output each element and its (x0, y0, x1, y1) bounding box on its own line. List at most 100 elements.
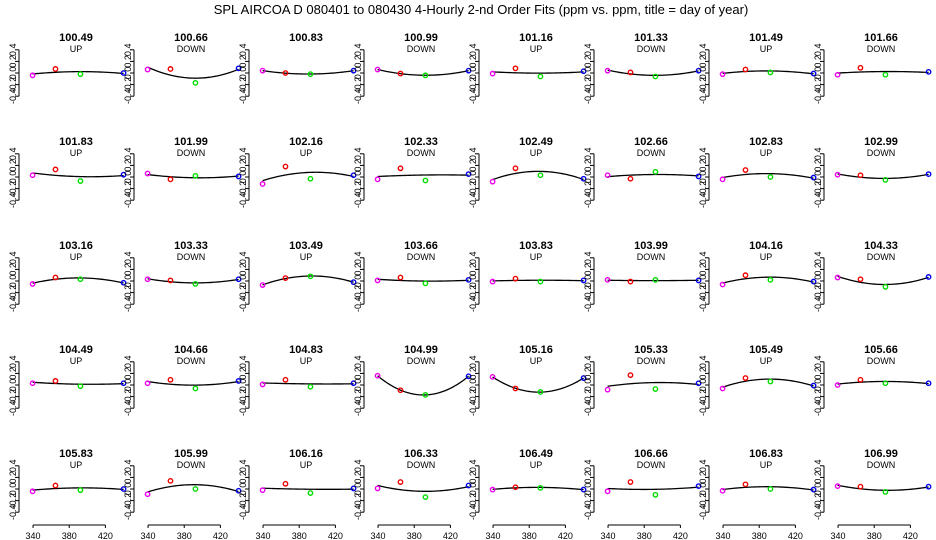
panel-direction-label: UP (760, 356, 773, 366)
y-tick-label: 0.2 (583, 159, 593, 172)
y-tick-label: 0.0 (698, 379, 708, 392)
panel-direction-label: DOWN (407, 44, 436, 54)
y-tick-label: -0.4 (583, 504, 593, 520)
y-tick-label: 0.4 (8, 356, 18, 369)
y-tick-label: -0.2 (698, 389, 708, 405)
panel-title: 103.16 (59, 240, 93, 252)
y-tick-label: 0.4 (8, 252, 18, 265)
panel-direction-label: UP (530, 460, 543, 470)
fit-curve (492, 376, 584, 393)
y-tick-label: 0.0 (8, 67, 18, 80)
y-tick-label: 0.2 (583, 263, 593, 276)
data-point (29, 488, 36, 495)
y-tick-label: 0.2 (238, 263, 248, 276)
fit-curve (377, 484, 469, 492)
y-tick-label: -0.4 (238, 400, 248, 416)
data-point (144, 66, 151, 73)
y-tick-label: 0.0 (238, 275, 248, 288)
y-tick-label: -0.4 (583, 296, 593, 312)
y-tick-label: 0.0 (353, 483, 363, 496)
y-tick-label: -0.2 (468, 389, 478, 405)
data-point (652, 73, 659, 80)
y-tick-label: 0.2 (813, 263, 823, 276)
data-point (192, 79, 199, 86)
y-tick-label: 0.4 (813, 252, 823, 265)
y-tick-label: 0.2 (353, 55, 363, 68)
x-tick-label: 340 (256, 531, 271, 540)
y-tick-label: -0.4 (238, 504, 248, 520)
x-tick-label: 420 (328, 531, 343, 540)
data-point (422, 391, 429, 398)
y-tick-label: 0.2 (238, 471, 248, 484)
data-point (77, 383, 84, 390)
y-tick-label: -0.4 (583, 192, 593, 208)
data-point (397, 165, 404, 172)
data-point (580, 375, 587, 381)
data-point (604, 172, 611, 179)
y-tick-label: 0.4 (698, 148, 708, 161)
data-point (719, 176, 726, 183)
y-tick-label: -0.2 (353, 493, 363, 509)
y-tick-label: 0.2 (468, 367, 478, 380)
data-point (167, 176, 174, 183)
fit-curve (722, 172, 814, 179)
y-tick-label: -0.2 (123, 181, 133, 197)
data-point (52, 378, 59, 384)
data-point (834, 71, 841, 78)
panel-direction-label: UP (70, 356, 83, 366)
data-point (167, 277, 174, 284)
y-tick-label: 0.0 (123, 483, 133, 496)
data-point (695, 277, 702, 284)
panel-direction-label: DOWN (867, 44, 896, 54)
data-point (882, 380, 889, 387)
x-tick-label: 380 (407, 531, 422, 540)
data-point (235, 487, 242, 494)
data-point (767, 378, 774, 385)
data-point (167, 477, 174, 484)
data-point (742, 375, 749, 381)
data-point (29, 172, 36, 179)
panel-direction-label: DOWN (407, 460, 436, 470)
y-tick-label: -0.2 (238, 77, 248, 93)
y-tick-label: 0.2 (238, 367, 248, 380)
panel-direction-label: DOWN (177, 44, 206, 54)
y-tick-label: -0.4 (123, 192, 133, 208)
panel-title: 106.16 (289, 448, 323, 460)
y-tick-label: 0.2 (353, 159, 363, 172)
panel-direction-label: DOWN (637, 148, 666, 158)
fit-curve (722, 378, 814, 388)
y-tick-label: -0.2 (238, 493, 248, 509)
y-tick-label: 0.4 (813, 44, 823, 57)
y-tick-label: 0.2 (583, 471, 593, 484)
y-tick-label: 0.2 (698, 159, 708, 172)
panel-title: 106.49 (519, 448, 553, 460)
y-tick-label: 0.2 (8, 263, 18, 276)
y-tick-label: 0.0 (813, 483, 823, 496)
y-tick-label: -0.4 (8, 400, 18, 416)
panel-title: 103.33 (174, 240, 208, 252)
y-tick-label: 0.4 (123, 44, 133, 57)
data-point (627, 278, 634, 285)
y-tick-label: -0.2 (698, 493, 708, 509)
y-tick-label: 0.0 (583, 483, 593, 496)
y-tick-label: 0.2 (8, 55, 18, 68)
panel-direction-label: DOWN (867, 148, 896, 158)
fit-curve (837, 484, 929, 491)
y-tick-label: -0.2 (123, 77, 133, 93)
fit-curve (262, 382, 354, 385)
panel-title: 102.49 (519, 136, 553, 148)
fit-curve (837, 275, 929, 286)
data-point (537, 484, 544, 491)
x-tick-label: 420 (558, 531, 573, 540)
panel-title: 104.49 (59, 344, 93, 356)
data-point (719, 385, 726, 392)
data-point (719, 71, 726, 78)
y-tick-label: -0.4 (813, 296, 823, 312)
